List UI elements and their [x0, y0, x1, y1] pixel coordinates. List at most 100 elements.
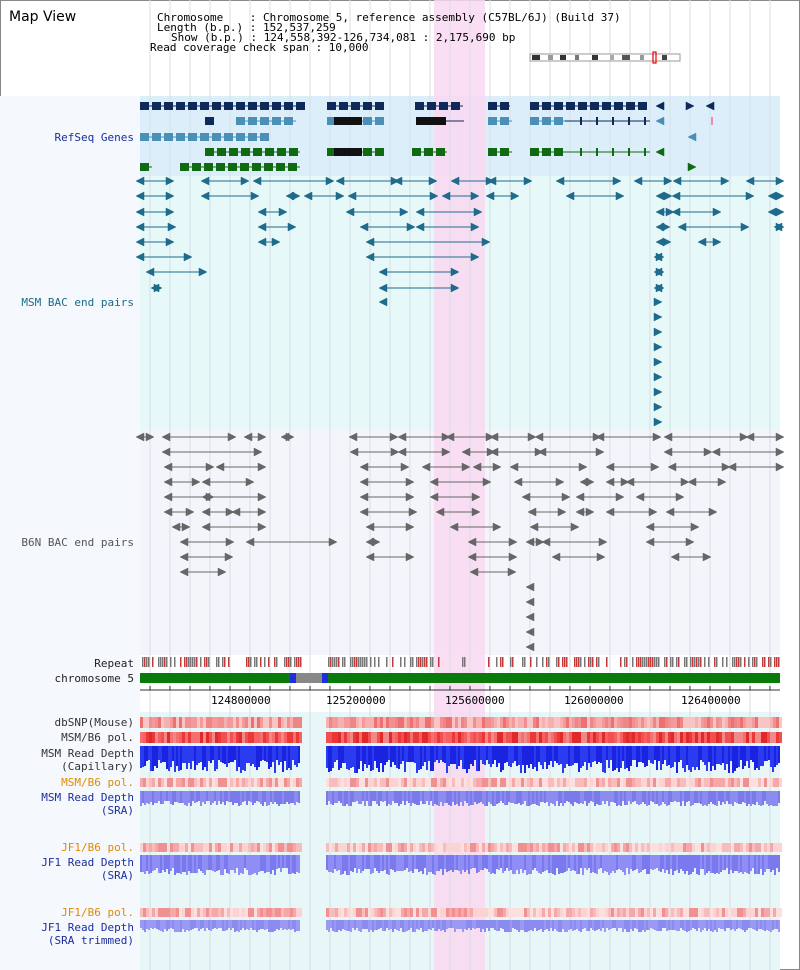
depth-bar: [778, 791, 780, 803]
depth-bar: [564, 791, 566, 803]
end-marker: [653, 417, 663, 427]
axis-tick-label: 126400000: [681, 694, 741, 707]
depth-bar: [144, 791, 146, 805]
repeat-mark: [224, 657, 226, 667]
depth-bar: [186, 791, 188, 806]
depth-bar: [380, 746, 382, 763]
repeat-mark: [430, 657, 432, 667]
depth-bar: [534, 791, 536, 804]
track-label-refseq[interactable]: RefSeq Genes: [54, 131, 134, 144]
heat-cell: [734, 732, 737, 743]
depth-bar: [168, 855, 170, 874]
end-marker: [615, 191, 625, 201]
depth-bar: [518, 920, 520, 932]
depth-bar: [266, 855, 268, 872]
heat-cell: [728, 732, 731, 743]
depth-bar: [650, 746, 652, 763]
heat-cell: [371, 717, 374, 728]
depth-bar: [352, 920, 354, 928]
heat-cell: [170, 732, 173, 743]
heat-cell: [482, 778, 485, 787]
exon: [488, 117, 497, 125]
depth-bar: [510, 746, 512, 767]
heat-cell: [200, 732, 203, 743]
depth-bar: [342, 746, 344, 763]
repeat-mark: [764, 657, 766, 667]
depth-bar: [424, 791, 426, 804]
track-label-msm-bac[interactable]: MSM BAC end pairs: [21, 296, 134, 309]
depth-bar: [170, 791, 172, 804]
heat-cell: [728, 778, 731, 787]
depth-bar: [350, 791, 352, 806]
track-label-msm-depth-sra-1[interactable]: MSM Read Depth: [41, 791, 134, 804]
view-title: Map View: [9, 9, 77, 25]
exon: [375, 102, 384, 110]
end-marker: [215, 462, 225, 472]
track-label-jf1-depth-trim-1[interactable]: JF1 Read Depth: [41, 921, 134, 934]
depth-bar: [568, 791, 570, 802]
heat-cell: [266, 778, 269, 787]
track-label-repeat[interactable]: Repeat: [94, 657, 134, 670]
depth-bar: [664, 791, 666, 804]
track-label-jf1-b6-pol-2[interactable]: JF1/B6 pol.: [61, 906, 134, 919]
heat-cell: [272, 843, 275, 852]
depth-bar: [662, 746, 664, 764]
heat-cell: [422, 843, 425, 852]
heat-cell: [254, 778, 257, 787]
heat-cell: [347, 908, 350, 917]
repeat-mark: [770, 657, 772, 667]
end-marker: [389, 432, 399, 442]
heat-cell: [440, 732, 443, 743]
depth-bar: [656, 855, 658, 868]
heat-cell: [551, 778, 554, 787]
heat-cell: [641, 732, 644, 743]
heat-cell: [527, 778, 530, 787]
depth-bar: [184, 791, 186, 805]
depth-bar: [252, 855, 254, 874]
depth-bar: [204, 791, 206, 804]
end-marker: [529, 522, 539, 532]
depth-bar: [146, 855, 148, 871]
track-label-jf1-depth-sra-1[interactable]: JF1 Read Depth: [41, 856, 134, 869]
heat-cell: [326, 732, 329, 743]
track-label-msm-b6-pol-2[interactable]: MSM/B6 pol.: [61, 776, 134, 789]
depth-bar: [184, 855, 186, 872]
depth-bar: [430, 920, 432, 930]
heat-cell: [497, 843, 500, 852]
track-label-msm-b6-pol-1[interactable]: MSM/B6 pol.: [61, 731, 134, 744]
depth-bar: [334, 855, 336, 869]
depth-bar: [716, 920, 718, 932]
end-marker: [278, 207, 288, 217]
heat-cell: [407, 778, 410, 787]
heat-cell: [257, 843, 260, 852]
depth-bar: [642, 791, 644, 802]
heat-cell: [584, 778, 587, 787]
depth-bar: [256, 746, 258, 770]
heat-cell: [560, 732, 563, 743]
depth-bar: [630, 791, 632, 804]
depth-bar: [628, 791, 630, 801]
depth-bar: [694, 791, 696, 803]
end-marker: [441, 191, 451, 201]
track-label-b6n-bac[interactable]: B6N BAC end pairs: [21, 536, 134, 549]
track-label-chromosome[interactable]: chromosome 5: [54, 672, 134, 685]
depth-bar: [182, 855, 184, 872]
heat-cell: [281, 778, 284, 787]
track-label-dbsnp[interactable]: dbSNP(Mouse): [54, 716, 134, 729]
depth-bar: [380, 855, 382, 871]
heat-cell: [542, 717, 545, 728]
heat-cell: [452, 908, 455, 917]
heat-cell: [488, 843, 491, 852]
depth-bar: [160, 855, 162, 873]
depth-bar: [354, 746, 356, 773]
heat-cell: [212, 908, 215, 917]
depth-bar: [632, 920, 634, 931]
heat-cell: [449, 778, 452, 787]
depth-bar: [514, 855, 516, 874]
depth-bar: [466, 746, 468, 773]
depth-bar: [718, 920, 720, 928]
heat-cell: [197, 732, 200, 743]
track-label-msm-depth-cap-1[interactable]: MSM Read Depth: [41, 747, 134, 760]
track-label-jf1-b6-pol-1[interactable]: JF1/B6 pol.: [61, 841, 134, 854]
depth-bar: [192, 746, 194, 761]
